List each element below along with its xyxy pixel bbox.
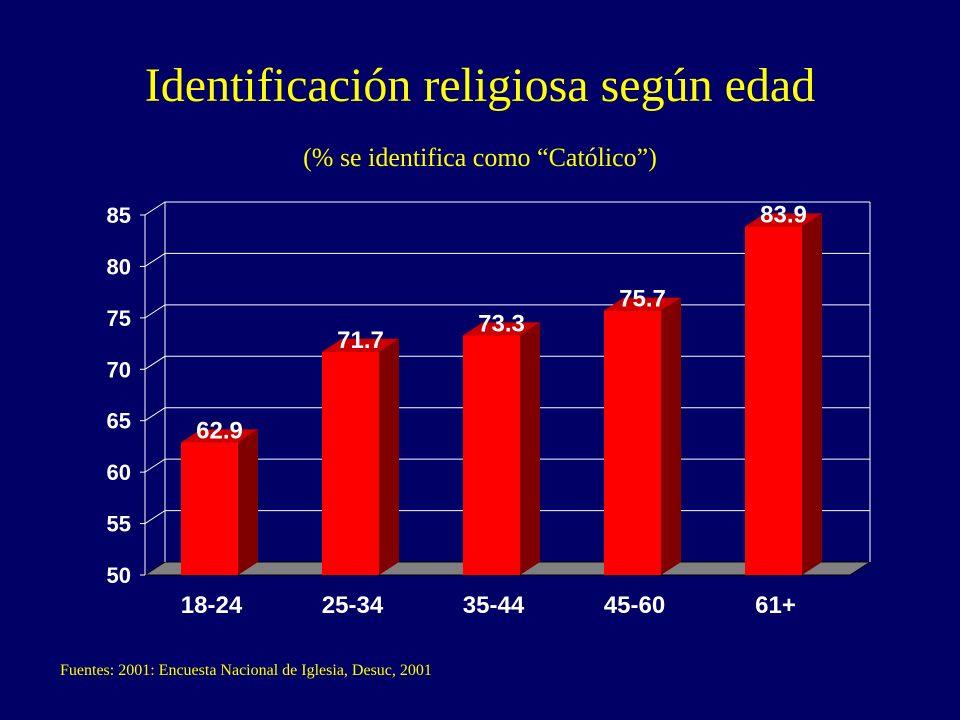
x-category-label: 25-34: [322, 592, 384, 619]
x-category-label: 45-60: [604, 592, 665, 619]
bar: [322, 351, 379, 575]
bar-side: [238, 429, 258, 575]
source-footnote: Fuentes: 2001: Encuesta Nacional de Igle…: [60, 662, 432, 679]
y-tick-label: 75: [107, 306, 131, 331]
bar-side: [661, 297, 681, 575]
x-category-label: 61+: [755, 592, 796, 619]
chart-title: Identificación religiosa según edad: [144, 59, 816, 112]
bar-top: [745, 213, 822, 227]
y-tick-label: 80: [107, 254, 131, 279]
y-tick-label: 85: [107, 203, 131, 228]
bar: [181, 442, 238, 575]
bar-side: [379, 338, 399, 575]
y-tick-label: 50: [107, 563, 131, 588]
y-axis: 50 55 60 65 70 75 80 85: [107, 203, 146, 588]
gridline: [144, 252, 870, 267]
bar-top: [604, 297, 681, 311]
gridline: [144, 201, 870, 216]
bar-top: [463, 322, 540, 336]
bar-side: [520, 322, 540, 575]
data-label: 62.9: [196, 417, 243, 444]
bar: [463, 335, 520, 575]
y-tick-label: 55: [107, 512, 131, 537]
data-label: 75.7: [619, 286, 666, 313]
data-label: 73.3: [478, 310, 525, 337]
bars: [181, 213, 822, 576]
y-tick-label: 70: [107, 357, 131, 382]
x-category-label: 35-44: [463, 592, 525, 619]
bar-top: [322, 338, 399, 352]
bar: [604, 310, 661, 575]
data-label: 71.7: [337, 327, 384, 354]
y-tick-label: 60: [107, 460, 131, 485]
y-tick-label: 65: [107, 409, 131, 434]
x-category-label: 18-24: [181, 592, 243, 619]
data-label: 83.9: [760, 201, 807, 228]
data-labels: 62.9 71.7 73.3 75.7 83.9: [196, 201, 807, 444]
x-axis: 18-24 25-34 35-44 45-60 61+: [181, 592, 796, 619]
bar-side: [802, 213, 822, 576]
chart-subtitle: (% se identifica como “Católico”): [303, 143, 657, 172]
bar-top: [181, 429, 258, 443]
bar: [745, 226, 802, 576]
